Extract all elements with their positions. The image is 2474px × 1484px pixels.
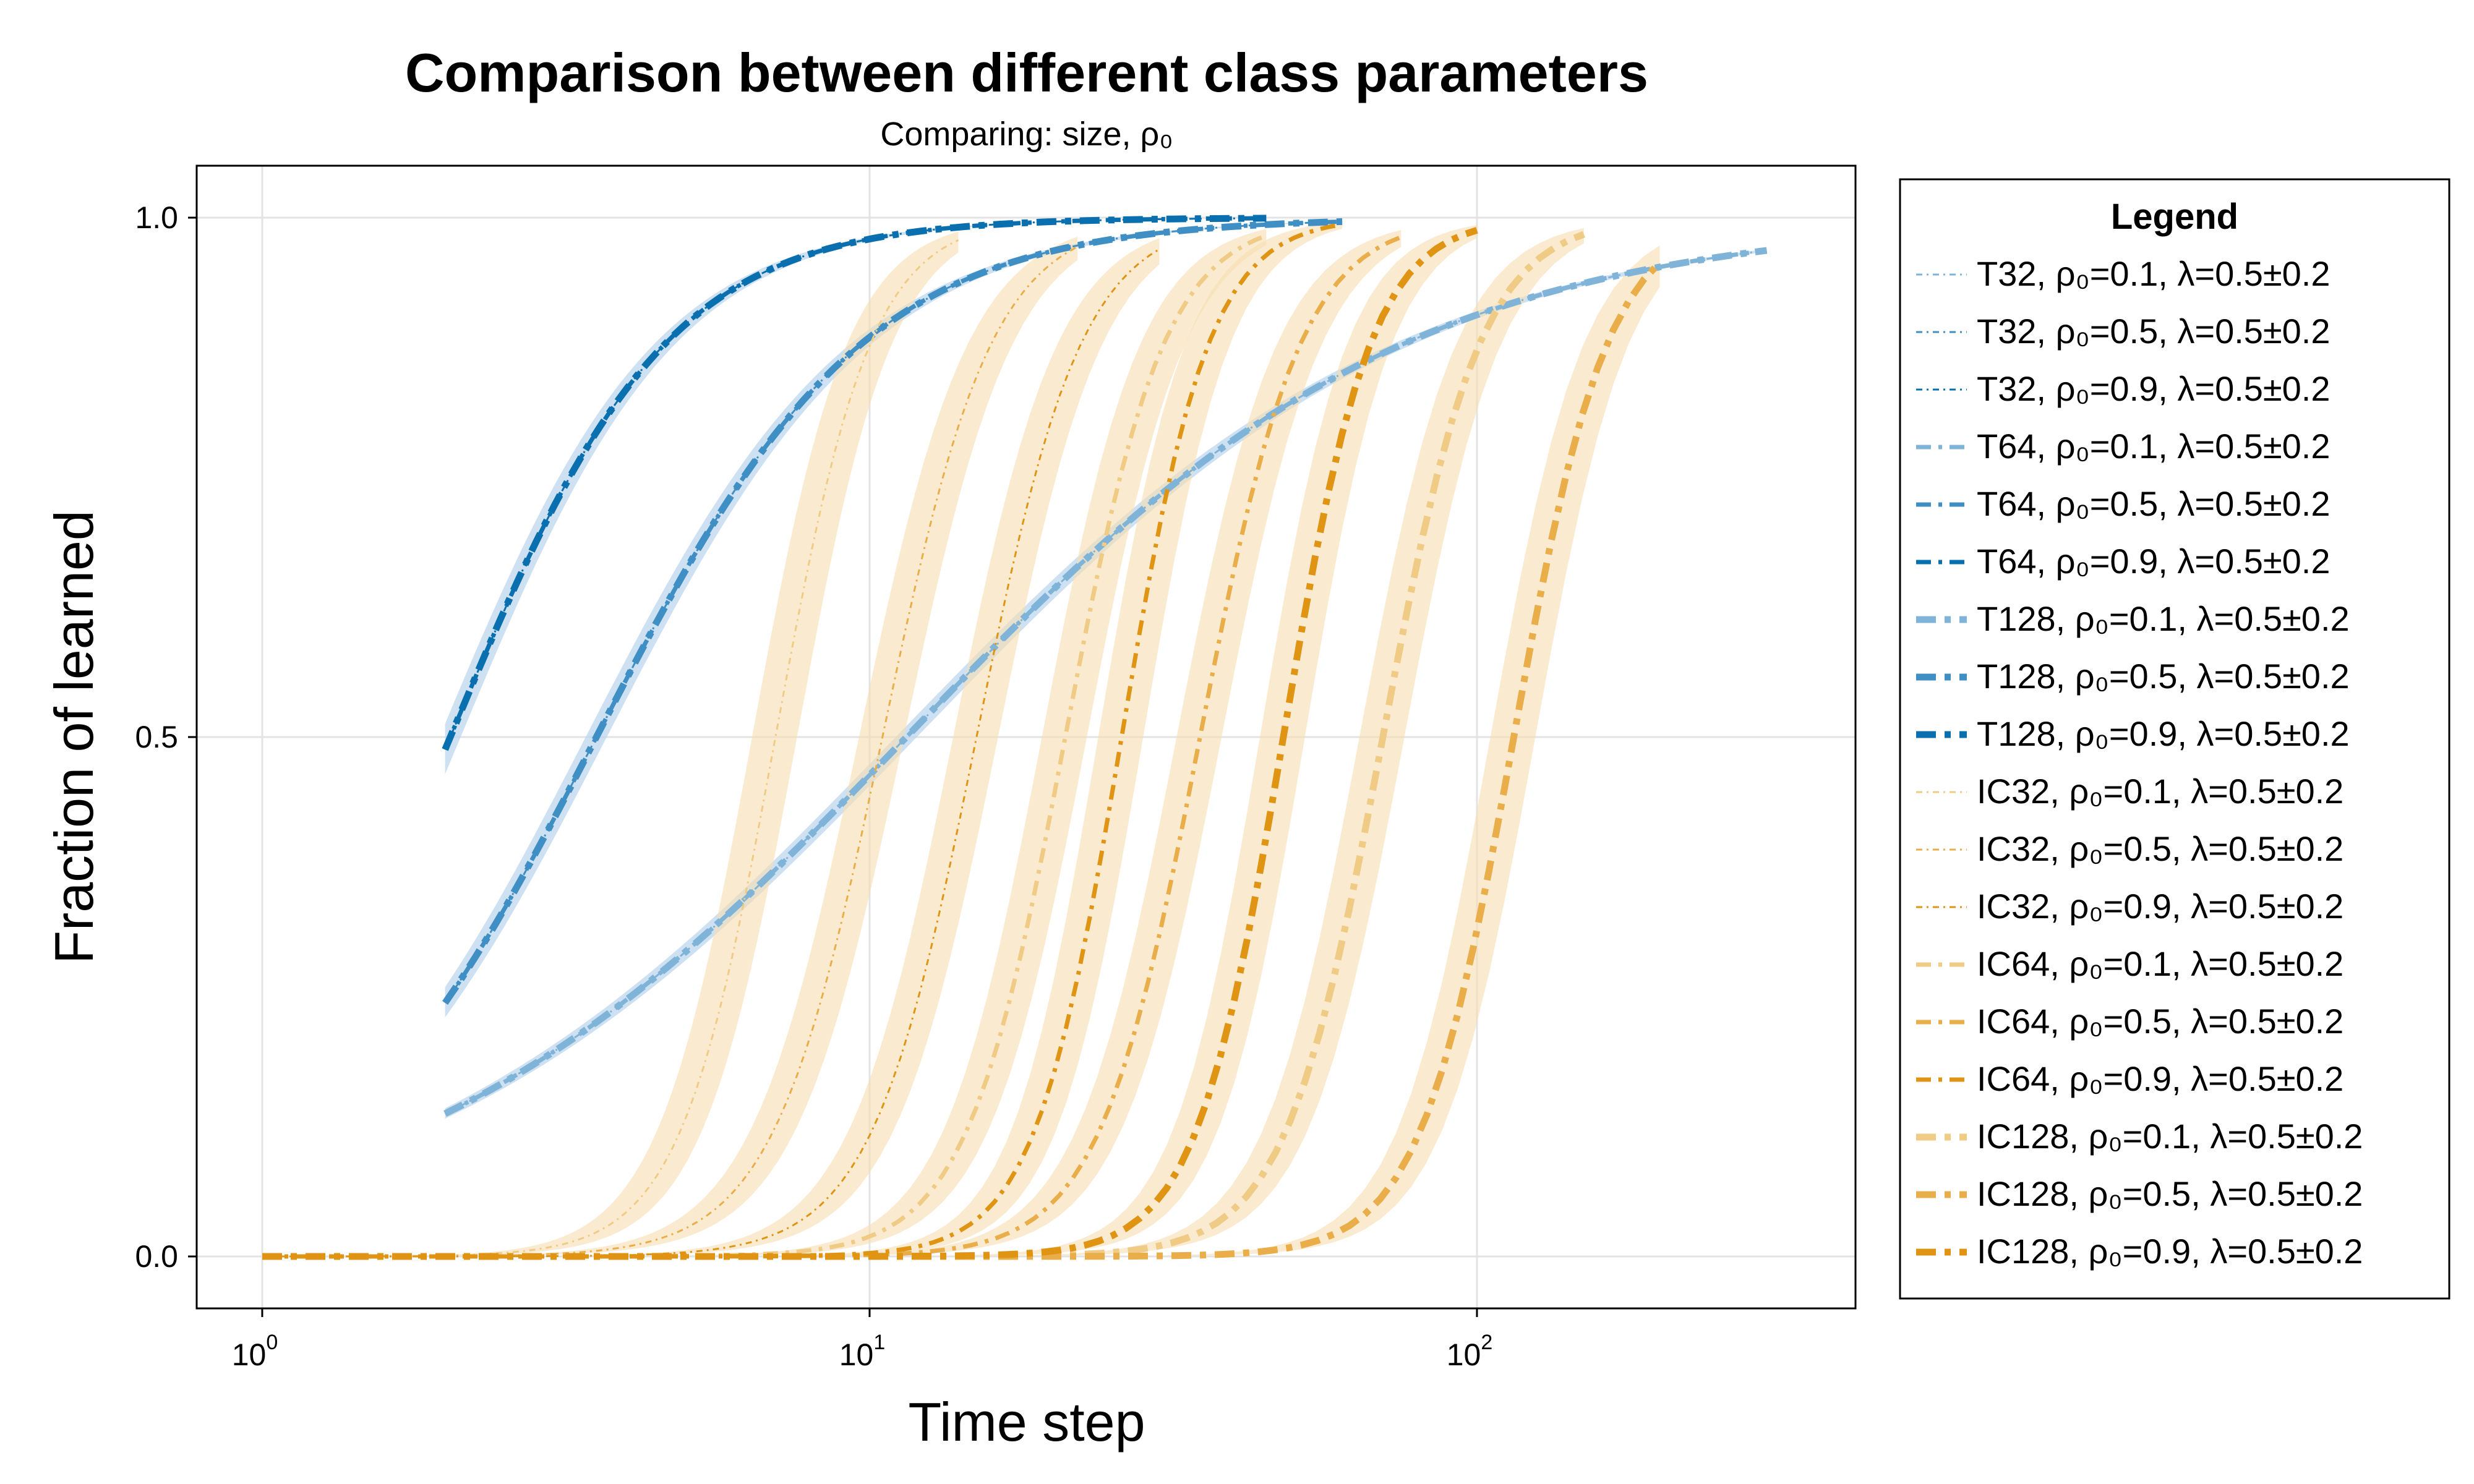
confidence-band xyxy=(262,238,1160,1256)
legend-items: T32, ρ₀=0.1, λ=0.5±0.2 T32, ρ₀=0.5, λ=0.5… xyxy=(1916,254,2363,1271)
y-axis-label: Fraction of learned xyxy=(43,510,105,964)
legend-entry: T128, ρ₀=0.1, λ=0.5±0.2 xyxy=(1977,599,2350,638)
chart-title: Comparison between different class param… xyxy=(405,42,1648,103)
legend-entry: T64, ρ₀=0.9, λ=0.5±0.2 xyxy=(1977,542,2331,581)
legend-box xyxy=(1899,178,2450,1300)
legend-entry: T32, ρ₀=0.9, λ=0.5±0.2 xyxy=(1977,369,2331,408)
y-axis-ticks: 0.0 0.5 1.0 xyxy=(135,200,197,1274)
x-tick-base: 10 xyxy=(1447,1337,1481,1372)
legend-entry: IC32, ρ₀=0.1, λ=0.5±0.2 xyxy=(1977,772,2343,811)
legend-entry: T64, ρ₀=0.5, λ=0.5±0.2 xyxy=(1977,484,2331,523)
x-axis-ticks: 100 101 102 xyxy=(232,1308,1493,1372)
y-tick-label: 1.0 xyxy=(135,200,178,235)
chart-subtitle: Comparing: size, ρ₀ xyxy=(880,116,1173,153)
confidence-band xyxy=(262,236,1078,1256)
x-tick-exponent: 0 xyxy=(266,1331,278,1354)
legend-entry: IC64, ρ₀=0.9, λ=0.5±0.2 xyxy=(1977,1059,2343,1098)
y-tick-label: 0.0 xyxy=(135,1239,178,1274)
x-tick-label: 100 xyxy=(232,1331,278,1372)
x-tick-base: 10 xyxy=(839,1337,874,1372)
legend-entry: T64, ρ₀=0.1, λ=0.5±0.2 xyxy=(1977,427,2331,466)
confidence-band xyxy=(262,229,1402,1256)
legend-entry: T128, ρ₀=0.5, λ=0.5±0.2 xyxy=(1977,657,2350,696)
x-tick-label: 102 xyxy=(1447,1331,1493,1372)
series-line xyxy=(262,227,1478,1260)
series-line xyxy=(442,215,1267,751)
legend-entry: IC32, ρ₀=0.9, λ=0.5±0.2 xyxy=(1977,887,2343,926)
x-tick-base: 10 xyxy=(232,1337,267,1372)
legend: Legend T32, ρ₀=0.1, λ=0.5±0.2 T32, ρ₀=0.5… xyxy=(1899,178,2450,1300)
legend-entry: IC128, ρ₀=0.5, λ=0.5±0.2 xyxy=(1977,1174,2363,1213)
legend-entry: IC64, ρ₀=0.1, λ=0.5±0.2 xyxy=(1977,944,2343,983)
confidence-band xyxy=(262,231,959,1256)
series-line xyxy=(443,247,1768,1117)
y-tick-label: 0.5 xyxy=(135,720,178,754)
series-lines xyxy=(262,215,1768,1260)
legend-entry: T32, ρ₀=0.1, λ=0.5±0.2 xyxy=(1977,254,2331,293)
confidence-band xyxy=(445,249,1767,1119)
series-line xyxy=(262,248,1160,1258)
legend-title: Legend xyxy=(2111,197,2238,237)
confidence-band xyxy=(262,221,1343,1256)
x-tick-exponent: 2 xyxy=(1481,1331,1492,1354)
legend-entry: IC64, ρ₀=0.5, λ=0.5±0.2 xyxy=(1977,1002,2343,1041)
legend-entry: IC32, ρ₀=0.5, λ=0.5±0.2 xyxy=(1977,829,2343,868)
x-tick-label: 101 xyxy=(839,1331,886,1372)
legend-entry: IC128, ρ₀=0.1, λ=0.5±0.2 xyxy=(1977,1117,2363,1156)
legend-entry: T128, ρ₀=0.9, λ=0.5±0.2 xyxy=(1977,714,2350,753)
legend-entry: T32, ρ₀=0.5, λ=0.5±0.2 xyxy=(1977,312,2331,351)
legend-entry: IC128, ρ₀=0.9, λ=0.5±0.2 xyxy=(1977,1232,2363,1271)
confidence-band xyxy=(262,229,1267,1256)
confidence-band xyxy=(262,225,1477,1256)
x-axis-label: Time step xyxy=(908,1391,1145,1452)
series-line xyxy=(262,239,959,1258)
x-tick-exponent: 1 xyxy=(873,1331,885,1354)
series-line xyxy=(442,218,1343,1005)
